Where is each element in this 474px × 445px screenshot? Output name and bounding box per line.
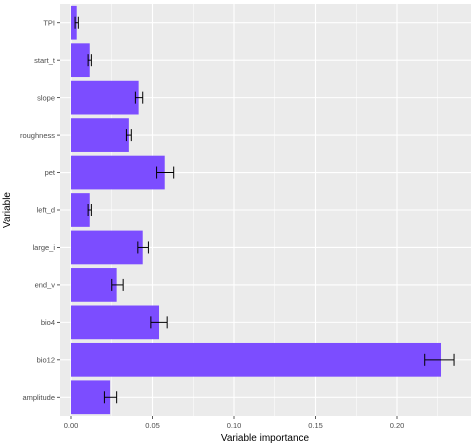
bar-amplitude — [71, 380, 111, 415]
errorbar-left_d — [87, 204, 92, 216]
x-tick-label: 0.05 — [145, 421, 160, 430]
error-bars — [74, 16, 455, 404]
y-tick-label: large_i — [32, 243, 55, 252]
bar-pet — [71, 155, 165, 190]
bar-end_v — [71, 268, 117, 302]
errorbar-slope — [134, 91, 144, 104]
errorbar-large_i — [137, 241, 149, 254]
y-tick-label: TPI — [43, 18, 55, 27]
x-tick-label: 0.15 — [308, 421, 323, 430]
y-tick-label: start_t — [34, 56, 56, 65]
y-tick-label: bio4 — [41, 318, 55, 327]
errorbar-start_t — [87, 54, 92, 67]
y-tick-label: end_v — [35, 281, 56, 290]
bar-slope — [71, 80, 139, 115]
x-axis-title: Variable importance — [221, 433, 310, 444]
errorbar-bio12 — [424, 353, 455, 366]
bar-roughness — [71, 118, 129, 152]
x-axis-ticks: 0.00 0.05 0.10 0.15 0.20 — [64, 416, 405, 430]
errorbar-pet — [156, 166, 175, 179]
bars — [71, 5, 442, 415]
y-tick-label: amplitude — [22, 393, 55, 402]
bar-bio4 — [71, 305, 160, 340]
errorbar-amplitude — [103, 391, 118, 404]
y-tick-label: bio12 — [37, 356, 55, 365]
x-tick-label: 0.20 — [390, 421, 405, 430]
errorbar-TPI — [74, 16, 79, 29]
y-tick-label: pet — [45, 168, 56, 177]
x-tick-label: 0.10 — [227, 421, 242, 430]
bar-left_d — [71, 193, 90, 227]
y-tick-label: roughness — [20, 131, 55, 140]
bar-start_t — [71, 43, 90, 78]
y-axis-title: Variable — [2, 192, 13, 228]
x-tick-label: 0.00 — [64, 421, 79, 430]
errorbar-end_v — [111, 278, 124, 291]
y-tick-label: left_d — [37, 206, 55, 215]
bar-large_i — [71, 230, 143, 265]
errorbar-bio4 — [150, 316, 168, 329]
y-tick-label: slope — [37, 93, 55, 102]
bar-bio12 — [71, 342, 442, 377]
errorbar-roughness — [125, 129, 132, 142]
bar-TPI — [71, 5, 77, 40]
